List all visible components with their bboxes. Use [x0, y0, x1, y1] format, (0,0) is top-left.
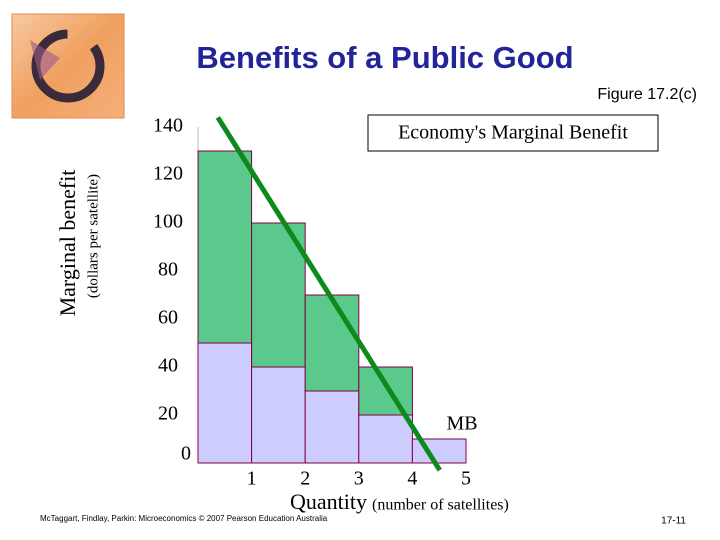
bar-segment	[197, 342, 253, 464]
label-box	[367, 114, 659, 152]
x-tick-label: 4	[407, 468, 417, 490]
y-tick-label: 20	[158, 403, 178, 425]
bar-segment	[411, 438, 467, 464]
bar-segment	[358, 366, 413, 416]
bar-segment	[304, 294, 360, 392]
y-tick-label: 100	[153, 211, 183, 233]
page-number: 17-11	[661, 516, 686, 527]
x-axis-title: Quantity	[290, 489, 367, 514]
x-tick-label: 5	[461, 468, 471, 490]
y-tick-label: 60	[158, 307, 178, 329]
x-tick-label: 0	[181, 443, 191, 465]
y-tick-label: 140	[153, 115, 183, 137]
bar-segment	[251, 222, 306, 368]
line-label: MB	[446, 413, 477, 435]
y-axis-subtitle: (dollars per satellite)	[85, 174, 101, 298]
x-tick-label: 3	[354, 468, 364, 490]
x-axis-subtitle: (number of satellites)	[372, 497, 509, 514]
logo	[11, 13, 125, 119]
x-tick-label: 1	[247, 468, 257, 490]
mb-line	[215, 116, 442, 472]
footer-credit: McTaggart, Findlay, Parkin: Microeconomi…	[40, 514, 328, 523]
x-tick-label: 2	[300, 468, 310, 490]
y-tick-label: 120	[153, 163, 183, 185]
bar-segment	[358, 414, 413, 464]
title: Benefits of a Public Good	[196, 40, 573, 75]
bar-segment	[197, 150, 253, 344]
bar-segment	[304, 390, 360, 464]
box-label: Economy's Marginal Benefit	[398, 122, 628, 144]
y-tick-label: 80	[158, 259, 178, 281]
bar-segment	[251, 366, 306, 464]
y-tick-label: 40	[158, 355, 178, 377]
figure-label: Figure 17.2(c)	[597, 86, 697, 103]
y-axis-title: Marginal benefit	[55, 170, 80, 317]
